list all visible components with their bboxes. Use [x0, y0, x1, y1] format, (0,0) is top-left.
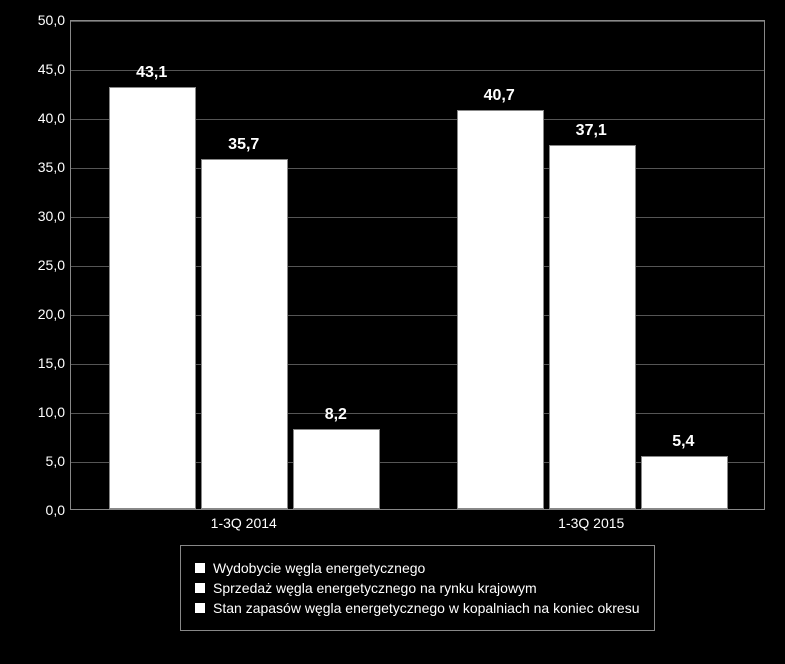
- y-tick-label: 30,0: [15, 208, 65, 224]
- grid-line: [71, 21, 764, 22]
- y-tick-label: 15,0: [15, 355, 65, 371]
- bar-chart: Wydobycie węgla energetycznego Sprzedaż w…: [10, 10, 775, 654]
- bar-value-label: 5,4: [672, 433, 694, 451]
- plot-area: [70, 20, 765, 510]
- y-tick-label: 20,0: [15, 306, 65, 322]
- bar: [109, 87, 196, 509]
- bar: [457, 110, 544, 509]
- y-tick-label: 45,0: [15, 61, 65, 77]
- legend-item: Wydobycie węgla energetycznego: [195, 560, 640, 576]
- legend-label: Wydobycie węgla energetycznego: [213, 560, 425, 576]
- bar-value-label: 35,7: [228, 136, 259, 154]
- bar: [549, 145, 636, 509]
- y-tick-label: 25,0: [15, 257, 65, 273]
- x-tick-label: 1-3Q 2015: [558, 515, 624, 531]
- bar-value-label: 40,7: [484, 87, 515, 105]
- bar-value-label: 8,2: [325, 406, 347, 424]
- legend-label: Sprzedaż węgla energetycznego na rynku k…: [213, 580, 537, 596]
- bar: [201, 159, 288, 509]
- legend-swatch: [195, 563, 205, 573]
- legend-item: Sprzedaż węgla energetycznego na rynku k…: [195, 580, 640, 596]
- bar-value-label: 43,1: [136, 64, 167, 82]
- legend-label: Stan zapasów węgla energetycznego w kopa…: [213, 600, 640, 616]
- y-tick-label: 50,0: [15, 12, 65, 28]
- bar-value-label: 37,1: [576, 122, 607, 140]
- grid-line: [71, 70, 764, 71]
- legend-swatch: [195, 603, 205, 613]
- y-tick-label: 10,0: [15, 404, 65, 420]
- y-tick-label: 0,0: [15, 502, 65, 518]
- y-tick-label: 40,0: [15, 110, 65, 126]
- legend-item: Stan zapasów węgla energetycznego w kopa…: [195, 600, 640, 616]
- y-tick-label: 5,0: [15, 453, 65, 469]
- x-tick-label: 1-3Q 2014: [211, 515, 277, 531]
- y-tick-label: 35,0: [15, 159, 65, 175]
- legend-swatch: [195, 583, 205, 593]
- legend: Wydobycie węgla energetycznego Sprzedaż w…: [180, 545, 655, 631]
- bar: [293, 429, 380, 509]
- bar: [641, 456, 728, 509]
